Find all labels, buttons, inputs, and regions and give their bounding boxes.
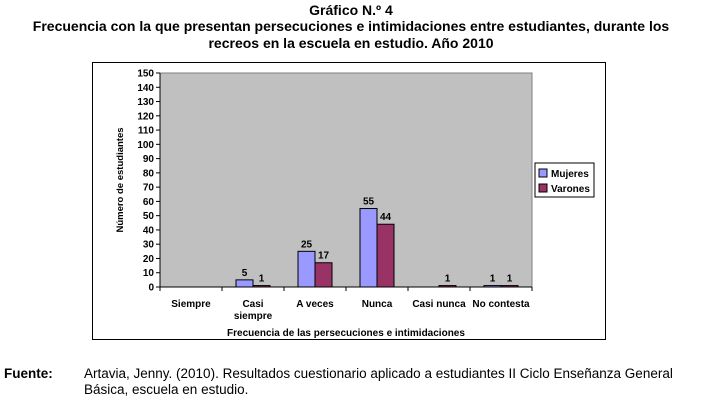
x-tick-label: Casi nunca [412, 299, 466, 310]
y-axis-label: Número de estudiantes [115, 127, 126, 232]
y-tick-label: 80 [143, 168, 155, 179]
data-label: 5 [242, 268, 248, 279]
y-tick-label: 130 [137, 97, 154, 108]
x-tick-label: siempre [234, 311, 273, 322]
bar-varones [500, 285, 519, 288]
x-tick-label: A veces [296, 299, 334, 310]
chart-title-line-1: Frecuencia con la que presentan persecuc… [32, 18, 670, 34]
figure-number: Gráfico N.º 4 [309, 2, 393, 18]
bar-mujeres [359, 208, 378, 288]
y-tick-label: 120 [137, 111, 154, 122]
y-tick-label: 30 [143, 240, 155, 251]
data-label: 1 [490, 274, 496, 285]
data-label: 55 [363, 197, 375, 208]
data-label: 44 [380, 212, 392, 223]
bar-mujeres [297, 250, 316, 288]
x-tick-label: Casi [242, 299, 263, 310]
y-tick-label: 100 [137, 140, 154, 151]
y-tick-label: 140 [137, 83, 154, 94]
x-tick-label: Nunca [362, 299, 393, 310]
x-tick-label: Siempre [171, 299, 211, 310]
y-tick-label: 90 [143, 154, 155, 165]
y-tick-label: 40 [143, 225, 155, 236]
bar-chart: 0 10 20 30 40 50 60 70 80 90 100 110 120 130 140 150 Sie… [115, 69, 595, 339]
source-label: Fuente: [4, 366, 53, 381]
data-label: 1 [507, 274, 513, 285]
legend-swatch [538, 168, 548, 178]
x-axis-label: Frecuencia de las persecuciones e intimi… [227, 328, 465, 339]
bar-mujeres [483, 285, 502, 288]
bar-varones [252, 285, 271, 288]
y-tick-label: 110 [138, 126, 155, 137]
data-label: 17 [318, 251, 330, 262]
y-tick-label: 150 [137, 69, 154, 80]
data-label: 1 [259, 274, 265, 285]
bar-mujeres [235, 279, 254, 288]
bar-varones [438, 285, 457, 288]
y-tick-label: 0 [148, 283, 154, 294]
legend-label: Mujeres [551, 169, 589, 180]
y-tick-label: 10 [143, 268, 155, 279]
chart-title-line-2: recreos en la escuela en estudio. Año 20… [208, 35, 494, 51]
data-label: 25 [301, 239, 313, 250]
bar-varones [314, 262, 333, 288]
chart-heading: Gráfico N.º 4 Frecuencia con la que pres… [0, 2, 702, 52]
x-tick-label: No contesta [472, 299, 530, 310]
plot-area [159, 72, 533, 288]
legend-swatch [538, 183, 548, 193]
source-text: Artavia, Jenny. (2010). Resultados cuest… [84, 366, 673, 397]
y-tick-label: 70 [143, 183, 155, 194]
bar-varones [376, 223, 395, 288]
data-label: 1 [445, 274, 451, 285]
y-tick-label: 60 [143, 197, 155, 208]
y-tick-label: 50 [143, 211, 155, 222]
y-tick-label: 20 [143, 254, 155, 265]
legend-label: Varones [551, 184, 590, 195]
